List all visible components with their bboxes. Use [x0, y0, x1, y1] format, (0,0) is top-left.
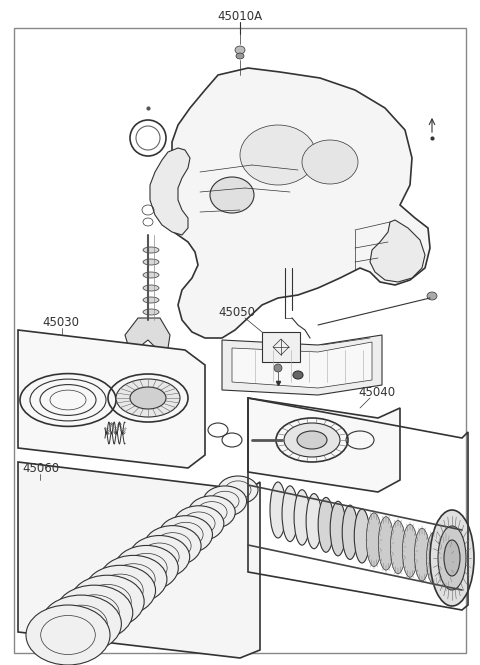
- Ellipse shape: [210, 177, 254, 213]
- Ellipse shape: [430, 510, 474, 606]
- Ellipse shape: [366, 513, 382, 567]
- FancyBboxPatch shape: [14, 28, 466, 653]
- Polygon shape: [160, 68, 430, 338]
- Ellipse shape: [444, 540, 460, 576]
- Ellipse shape: [297, 431, 327, 449]
- Ellipse shape: [270, 482, 286, 538]
- Ellipse shape: [402, 525, 418, 577]
- Ellipse shape: [282, 486, 298, 541]
- Ellipse shape: [130, 387, 166, 409]
- Ellipse shape: [41, 595, 121, 652]
- Polygon shape: [125, 318, 170, 350]
- Ellipse shape: [203, 486, 247, 517]
- Ellipse shape: [318, 497, 334, 553]
- Text: 45040: 45040: [358, 386, 395, 398]
- Ellipse shape: [143, 309, 159, 315]
- Ellipse shape: [438, 526, 466, 590]
- Ellipse shape: [143, 285, 159, 291]
- Ellipse shape: [439, 536, 454, 588]
- Ellipse shape: [159, 515, 213, 553]
- FancyBboxPatch shape: [262, 332, 300, 362]
- Ellipse shape: [174, 506, 224, 541]
- Ellipse shape: [294, 489, 310, 545]
- Ellipse shape: [427, 292, 437, 300]
- Ellipse shape: [189, 496, 235, 529]
- Ellipse shape: [143, 259, 159, 265]
- Polygon shape: [18, 330, 205, 468]
- Ellipse shape: [302, 140, 358, 184]
- Ellipse shape: [342, 505, 358, 559]
- Ellipse shape: [56, 585, 133, 640]
- Ellipse shape: [414, 528, 430, 581]
- Ellipse shape: [70, 575, 144, 628]
- Ellipse shape: [143, 297, 159, 303]
- Ellipse shape: [100, 555, 167, 603]
- Ellipse shape: [115, 545, 178, 591]
- Polygon shape: [232, 342, 372, 388]
- Text: 45010A: 45010A: [217, 9, 263, 23]
- Polygon shape: [222, 335, 382, 395]
- Ellipse shape: [240, 125, 316, 185]
- Ellipse shape: [130, 535, 190, 579]
- Ellipse shape: [85, 565, 156, 616]
- Ellipse shape: [144, 525, 201, 566]
- Ellipse shape: [378, 517, 394, 570]
- Ellipse shape: [236, 53, 244, 59]
- Ellipse shape: [284, 423, 340, 457]
- Text: 45060: 45060: [22, 462, 59, 475]
- Ellipse shape: [274, 364, 282, 372]
- Ellipse shape: [218, 476, 258, 504]
- Ellipse shape: [390, 521, 406, 574]
- Ellipse shape: [26, 605, 110, 665]
- Polygon shape: [370, 220, 425, 282]
- Ellipse shape: [330, 501, 346, 556]
- Polygon shape: [150, 148, 190, 235]
- Polygon shape: [248, 398, 400, 492]
- Polygon shape: [18, 462, 260, 658]
- Ellipse shape: [116, 379, 180, 417]
- Text: 45050: 45050: [218, 305, 255, 319]
- Ellipse shape: [293, 371, 303, 379]
- Ellipse shape: [306, 493, 322, 549]
- Ellipse shape: [235, 46, 245, 54]
- Text: 45030: 45030: [42, 315, 79, 329]
- Ellipse shape: [143, 247, 159, 253]
- Ellipse shape: [426, 532, 442, 585]
- Ellipse shape: [143, 272, 159, 278]
- Ellipse shape: [354, 509, 370, 563]
